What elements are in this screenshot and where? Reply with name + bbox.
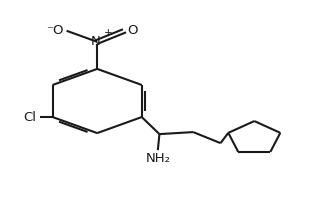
Text: O: O bbox=[127, 24, 138, 37]
Text: N: N bbox=[91, 35, 100, 48]
Text: Cl: Cl bbox=[24, 110, 36, 124]
Text: +: + bbox=[104, 28, 113, 38]
Text: NH₂: NH₂ bbox=[145, 152, 170, 165]
Text: ⁻O: ⁻O bbox=[47, 24, 64, 37]
